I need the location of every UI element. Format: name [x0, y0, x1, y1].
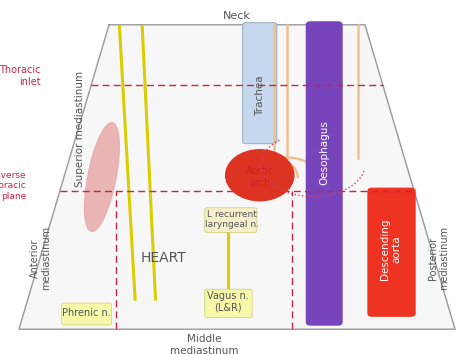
- Text: Aortic
arch: Aortic arch: [246, 166, 274, 188]
- Text: Descending
aorta: Descending aorta: [380, 219, 402, 280]
- Text: Neck: Neck: [223, 11, 251, 21]
- Text: Middle
mediastinum: Middle mediastinum: [170, 334, 238, 354]
- Text: Phrenic n.: Phrenic n.: [62, 308, 110, 318]
- Text: Vagus n.
(L&R): Vagus n. (L&R): [207, 291, 248, 313]
- Text: Anterior
mediastinum: Anterior mediastinum: [29, 226, 51, 291]
- Text: Transverse
thoracic
plane: Transverse thoracic plane: [0, 171, 26, 201]
- Text: Thoracic
inlet: Thoracic inlet: [0, 65, 40, 87]
- FancyBboxPatch shape: [205, 289, 252, 318]
- Text: Oesophagus: Oesophagus: [319, 120, 330, 185]
- FancyBboxPatch shape: [306, 21, 343, 326]
- Text: Superior mediastinum: Superior mediastinum: [74, 71, 85, 187]
- Text: Posterior
mediastinum: Posterior mediastinum: [428, 226, 449, 291]
- FancyBboxPatch shape: [243, 23, 277, 144]
- FancyBboxPatch shape: [62, 303, 111, 325]
- FancyBboxPatch shape: [367, 188, 416, 317]
- Circle shape: [226, 150, 294, 201]
- Text: Trachea: Trachea: [255, 75, 265, 116]
- Ellipse shape: [84, 122, 119, 232]
- Text: L recurrent
laryngeal n.: L recurrent laryngeal n.: [205, 210, 259, 229]
- Text: HEART: HEART: [141, 251, 186, 266]
- FancyBboxPatch shape: [205, 208, 257, 233]
- Polygon shape: [19, 25, 455, 329]
